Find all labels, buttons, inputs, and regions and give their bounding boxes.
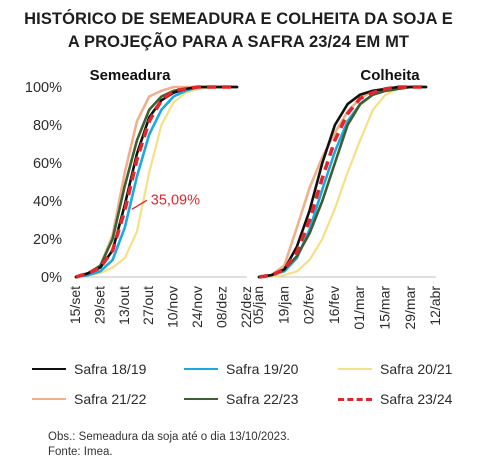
annotation-leader (131, 199, 148, 210)
series-line (257, 85, 428, 279)
x-tick-label: 02/fev (301, 286, 317, 324)
legend-swatch (32, 368, 66, 370)
series-line (257, 85, 428, 279)
y-tick-label: 20% (33, 232, 62, 248)
legend-item: Safra 20/21 (338, 360, 452, 378)
footnote-source: Fonte: Imea. (48, 446, 113, 458)
series-line (257, 85, 428, 279)
x-tick-label: 13/out (116, 286, 132, 325)
legend-swatch (184, 398, 218, 400)
x-tick-label: 16/fev (326, 286, 342, 324)
footnote: Obs.: Semeadura da soja até o dia 13/10/… (48, 430, 290, 460)
legend-label: Safra 23/24 (380, 391, 453, 407)
x-tick-label: 15/mar (377, 286, 393, 330)
x-tick-label: 29/set (91, 286, 107, 324)
x-tick-label: 19/jan (275, 286, 291, 324)
x-tick-label: 24/nov (189, 286, 205, 328)
legend-item: Safra 18/19 (32, 360, 146, 378)
x-tick-label: 27/out (140, 286, 156, 325)
panel-title: Colheita (360, 67, 420, 84)
legend-label: Safra 18/19 (74, 361, 147, 377)
x-tick-label: 29/mar (402, 286, 418, 330)
series-line (74, 85, 239, 279)
legend-label: Safra 20/21 (380, 361, 453, 377)
y-axis: 0% 20% 40% 60% 80% 100% (25, 80, 62, 286)
series-line (257, 85, 428, 279)
legend-item: Safra 22/23 (184, 390, 298, 408)
legend-label: Safra 21/22 (74, 391, 147, 407)
chart-title-line-1: HISTÓRICO DE SEMEADURA E COLHEITA DA SOJ… (24, 10, 453, 28)
series-line (74, 85, 239, 279)
panel-title: Semeadura (90, 67, 172, 84)
x-tick-label: 15/set (67, 286, 83, 324)
series-line (74, 85, 239, 279)
legend-swatch (338, 397, 372, 401)
legend-item: Safra 23/24 (338, 390, 452, 408)
x-tick-label: 08/dez (213, 286, 229, 328)
y-tick-label: 0% (41, 270, 62, 286)
panel-semeadura: Semeadura 15/set 29/set 13/out 27/out 10/nov 2… (67, 67, 254, 328)
annotation-label: 35,09% (151, 192, 200, 208)
legend-swatch (184, 368, 218, 370)
x-tick-label: 01/mar (351, 286, 367, 330)
x-tick-label: 05/jan (250, 286, 266, 324)
series-line (74, 85, 239, 279)
legend-swatch (338, 368, 372, 370)
y-tick-label: 100% (25, 80, 62, 96)
legend-label: Safra 22/23 (226, 391, 299, 407)
panel-colheita: Colheita 05/jan 19/jan 02/fev 16/fev 01/mar 15… (250, 67, 443, 330)
chart-title-line-2: A PROJEÇÃO PARA A SAFRA 23/24 EM MT (67, 33, 410, 51)
y-tick-label: 40% (33, 194, 62, 210)
series-line (74, 85, 239, 279)
chart-title: HISTÓRICO DE SEMEADURA E COLHEITA DA SOJ… (0, 8, 477, 54)
y-tick-label: 80% (33, 118, 62, 134)
x-tick-label: 22/dez (238, 286, 254, 328)
series-line (257, 85, 428, 279)
legend-item: Safra 19/20 (184, 360, 298, 378)
legend-label: Safra 19/20 (226, 361, 299, 377)
y-tick-label: 60% (33, 156, 62, 172)
chart-area: 0% 20% 40% 60% 80% 100% Semeadura 15/set 29/set… (25, 67, 443, 330)
legend-swatch (32, 398, 66, 400)
footnote-obs: Obs.: Semeadura da soja até o dia 13/10/… (48, 431, 290, 443)
x-tick-label: 12/abr (427, 286, 443, 326)
legend-item: Safra 21/22 (32, 390, 146, 408)
series-line (75, 85, 237, 279)
x-tick-label: 10/nov (165, 286, 181, 328)
series-line (258, 85, 426, 279)
